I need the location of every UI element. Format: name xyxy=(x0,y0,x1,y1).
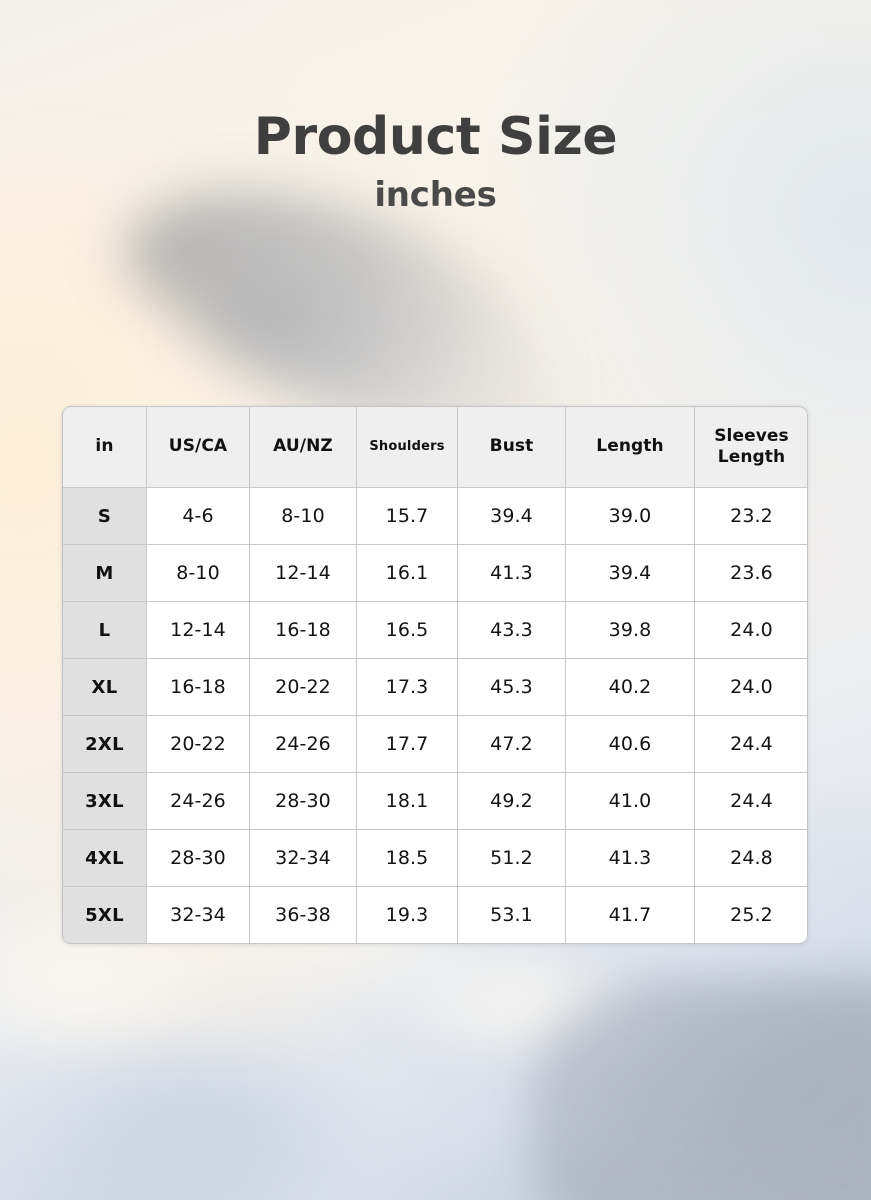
cell-size: XL xyxy=(62,658,147,716)
column-header-bust: Bust xyxy=(457,406,566,488)
cell-bust: 41.3 xyxy=(457,544,566,602)
cell-length: 41.7 xyxy=(565,886,695,944)
table-row: XL 16-18 20-22 17.3 45.3 40.2 24.0 xyxy=(62,658,808,716)
table-row: M 8-10 12-14 16.1 41.3 39.4 23.6 xyxy=(62,544,808,602)
cell-bust: 53.1 xyxy=(457,886,566,944)
cell-length: 40.2 xyxy=(565,658,695,716)
cell-au-nz: 8-10 xyxy=(249,487,357,545)
cell-length: 39.8 xyxy=(565,601,695,659)
cell-sleeves-length: 23.6 xyxy=(694,544,808,602)
cell-au-nz: 16-18 xyxy=(249,601,357,659)
cell-au-nz: 20-22 xyxy=(249,658,357,716)
cell-bust: 45.3 xyxy=(457,658,566,716)
cell-us-ca: 24-26 xyxy=(146,772,250,830)
cell-sleeves-length: 24.4 xyxy=(694,772,808,830)
table-row: S 4-6 8-10 15.7 39.4 39.0 23.2 xyxy=(62,487,808,545)
table-body: S 4-6 8-10 15.7 39.4 39.0 23.2 M 8-10 12… xyxy=(62,487,808,944)
cell-au-nz: 28-30 xyxy=(249,772,357,830)
cell-us-ca: 4-6 xyxy=(146,487,250,545)
column-header-shoulders: Shoulders xyxy=(356,406,458,488)
table-row: 5XL 32-34 36-38 19.3 53.1 41.7 25.2 xyxy=(62,886,808,944)
table-row: 2XL 20-22 24-26 17.7 47.2 40.6 24.4 xyxy=(62,715,808,773)
cell-size: 2XL xyxy=(62,715,147,773)
cell-us-ca: 32-34 xyxy=(146,886,250,944)
cell-length: 41.3 xyxy=(565,829,695,887)
cell-bust: 47.2 xyxy=(457,715,566,773)
column-header-sleeves-length: Sleeves Length xyxy=(694,406,808,488)
column-header-au-nz: AU/NZ xyxy=(249,406,357,488)
cell-shoulders: 16.1 xyxy=(356,544,458,602)
cell-us-ca: 16-18 xyxy=(146,658,250,716)
size-chart-table: in US/CA AU/NZ Shoulders Bust Length Sle… xyxy=(62,406,808,944)
table-header: in US/CA AU/NZ Shoulders Bust Length Sle… xyxy=(62,406,808,488)
cell-bust: 39.4 xyxy=(457,487,566,545)
table-header-row: in US/CA AU/NZ Shoulders Bust Length Sle… xyxy=(62,406,808,488)
size-chart-table-container: in US/CA AU/NZ Shoulders Bust Length Sle… xyxy=(62,406,808,944)
cell-shoulders: 18.1 xyxy=(356,772,458,830)
cell-length: 41.0 xyxy=(565,772,695,830)
cell-sleeves-length: 24.0 xyxy=(694,658,808,716)
cell-us-ca: 20-22 xyxy=(146,715,250,773)
cell-sleeves-length: 24.0 xyxy=(694,601,808,659)
page-subtitle-unit: inches xyxy=(374,175,497,216)
column-header-unit: in xyxy=(62,406,147,488)
cell-size: M xyxy=(62,544,147,602)
column-header-length: Length xyxy=(565,406,695,488)
cell-bust: 51.2 xyxy=(457,829,566,887)
cell-length: 40.6 xyxy=(565,715,695,773)
page-title: Product Size xyxy=(253,107,618,167)
cell-size: 3XL xyxy=(62,772,147,830)
cell-au-nz: 32-34 xyxy=(249,829,357,887)
cell-au-nz: 12-14 xyxy=(249,544,357,602)
cell-shoulders: 18.5 xyxy=(356,829,458,887)
cell-au-nz: 24-26 xyxy=(249,715,357,773)
cell-length: 39.0 xyxy=(565,487,695,545)
cell-us-ca: 8-10 xyxy=(146,544,250,602)
cell-au-nz: 36-38 xyxy=(249,886,357,944)
cell-shoulders: 15.7 xyxy=(356,487,458,545)
cell-sleeves-length: 23.2 xyxy=(694,487,808,545)
column-header-us-ca: US/CA xyxy=(146,406,250,488)
cell-size: 4XL xyxy=(62,829,147,887)
title-block: Product Size inches xyxy=(0,108,871,215)
cell-size: S xyxy=(62,487,147,545)
cell-bust: 49.2 xyxy=(457,772,566,830)
cell-sleeves-length: 24.4 xyxy=(694,715,808,773)
cell-shoulders: 19.3 xyxy=(356,886,458,944)
cell-us-ca: 28-30 xyxy=(146,829,250,887)
cell-size: L xyxy=(62,601,147,659)
cell-us-ca: 12-14 xyxy=(146,601,250,659)
cell-shoulders: 17.3 xyxy=(356,658,458,716)
table-row: L 12-14 16-18 16.5 43.3 39.8 24.0 xyxy=(62,601,808,659)
cell-sleeves-length: 24.8 xyxy=(694,829,808,887)
cell-sleeves-length: 25.2 xyxy=(694,886,808,944)
background-cloud-shadow xyxy=(531,980,871,1200)
cell-size: 5XL xyxy=(62,886,147,944)
cell-shoulders: 16.5 xyxy=(356,601,458,659)
cell-bust: 43.3 xyxy=(457,601,566,659)
cell-shoulders: 17.7 xyxy=(356,715,458,773)
table-row: 4XL 28-30 32-34 18.5 51.2 41.3 24.8 xyxy=(62,829,808,887)
cell-length: 39.4 xyxy=(565,544,695,602)
table-row: 3XL 24-26 28-30 18.1 49.2 41.0 24.4 xyxy=(62,772,808,830)
